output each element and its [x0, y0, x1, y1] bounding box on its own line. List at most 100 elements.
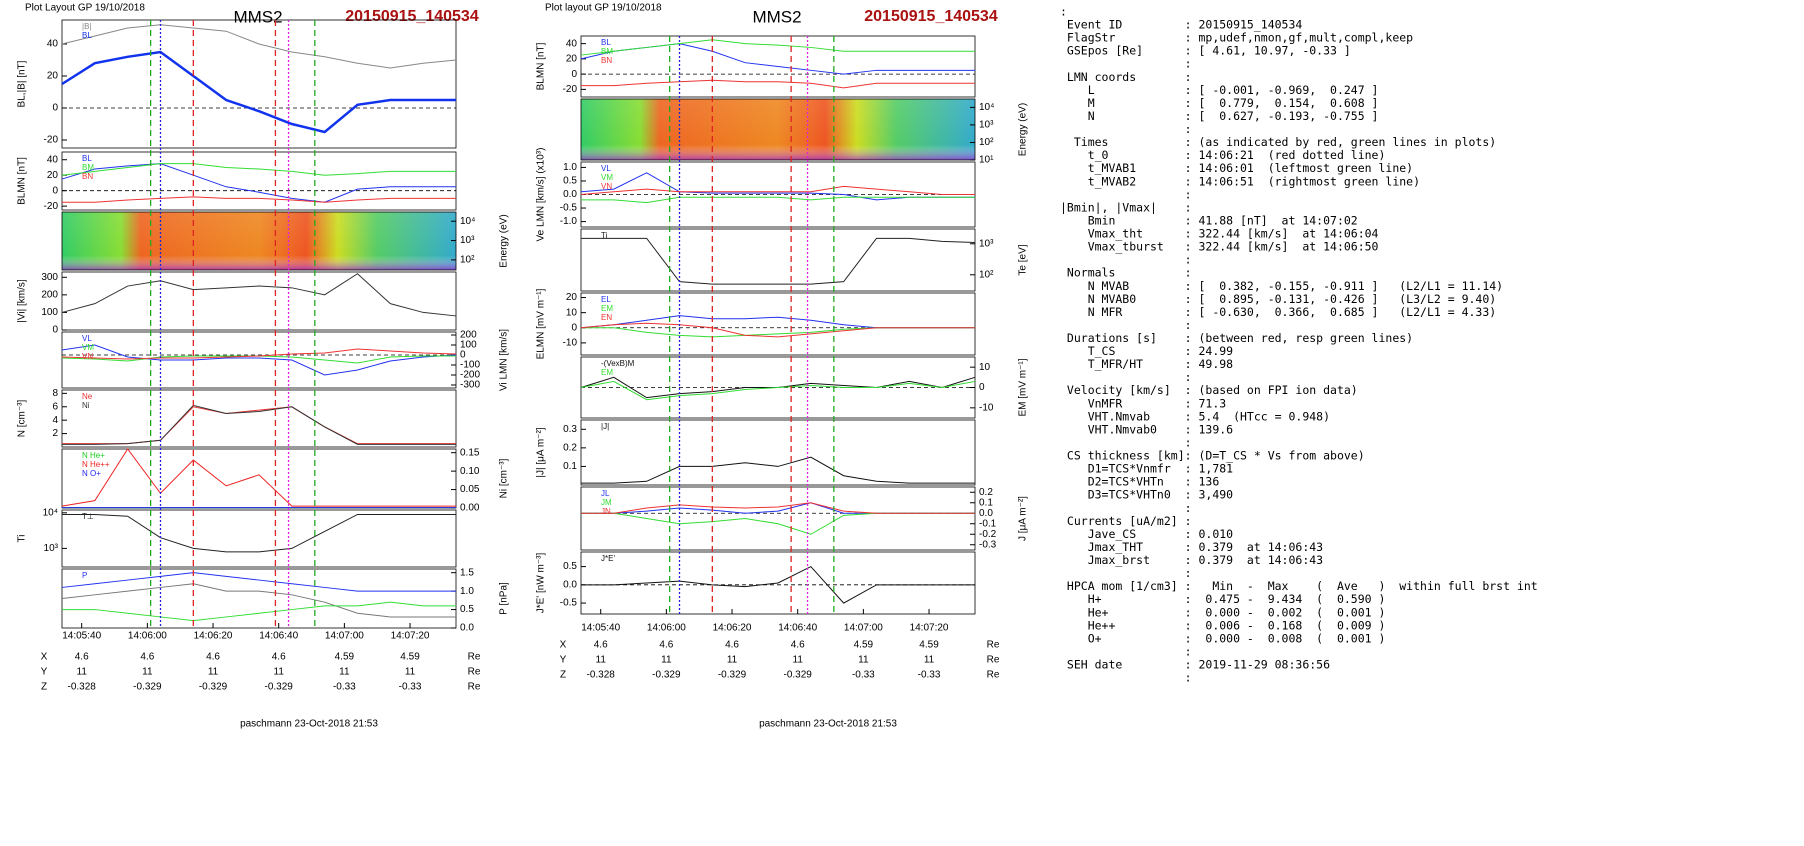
x-tick-label: 14:07:00: [844, 623, 883, 634]
position-unit: Re: [468, 667, 481, 678]
y-tick-label: 0.5: [563, 176, 577, 187]
x-tick-label: 14:07:00: [325, 631, 364, 642]
y-tick-label: 0.5: [460, 604, 474, 615]
x-tick-label: 14:05:40: [62, 631, 101, 642]
y-tick-label: 0.15: [460, 447, 480, 458]
y-tick-label: 200: [41, 289, 58, 300]
position-value: 11: [727, 655, 738, 666]
series-line: [62, 196, 456, 203]
y-tick-label: 0: [52, 325, 58, 336]
y-tick-label: 1.0: [460, 586, 474, 597]
series-line: [581, 502, 975, 514]
y-tick-label: 0.1: [979, 497, 993, 508]
y-tick-label: 40: [566, 38, 578, 49]
event-id: 20150915_140534: [864, 8, 998, 25]
series-line: [62, 601, 456, 622]
y-tick-label: 10¹: [979, 155, 994, 166]
position-value: 4.6: [272, 652, 286, 663]
y-tick-label: 20: [47, 170, 59, 181]
info-line: CS thickness [km]: (D=T_CS * Vs from abo…: [1060, 449, 1365, 463]
plot-header: Plot layout GP 19/10/2018: [545, 3, 662, 14]
legend-entry: EM: [601, 368, 613, 377]
legend-entry: BN: [82, 172, 93, 181]
legend-entry: Ne: [82, 392, 93, 401]
panel-frame: [580, 98, 976, 161]
position-value: -0.329: [784, 670, 813, 681]
position-value: -0.329: [133, 682, 162, 693]
plot-header: Plot Layout GP 19/10/2018: [25, 3, 145, 14]
info-line: D2=TCS*VHTn : 136: [1060, 475, 1219, 489]
position-value: 4.6: [725, 640, 739, 651]
y-tick-label: 200: [460, 330, 477, 341]
info-line: :: [1060, 644, 1192, 658]
spectrogram-shade: [62, 212, 456, 270]
legend-entry: BL: [601, 38, 611, 47]
info-line: Event ID : 20150915_140534: [1060, 18, 1302, 32]
position-value: 4.6: [206, 652, 220, 663]
y-axis-label: Ve LMN [km/s] (x10³): [536, 148, 547, 242]
series-line: [580, 39, 975, 56]
info-line: N : [ 0.627, -0.193, -0.755 ]: [1060, 109, 1379, 123]
y-tick-label: 40: [47, 154, 59, 165]
info-line: VHT.Nmvab0 : 139.6: [1060, 422, 1233, 436]
legend-entry: EM: [601, 304, 613, 313]
position-value: 11: [793, 655, 804, 666]
legend-entry: BL: [82, 154, 92, 163]
series-line: [61, 448, 456, 507]
y-tick-label: 10³: [979, 120, 994, 131]
info-line: :: [1060, 435, 1192, 449]
y-tick-label: 40: [47, 39, 59, 50]
y-tick-label: 10²: [979, 269, 994, 280]
y-axis-label: BLMN [nT]: [17, 157, 28, 205]
legend-entry: VN: [601, 182, 612, 191]
info-line: T_CS : 24.99: [1060, 344, 1233, 358]
x-tick-label: 14:07:20: [910, 623, 949, 634]
x-tick-label: 14:06:20: [194, 631, 233, 642]
info-line: L : [ -0.001, -0.969, 0.247 ]: [1060, 83, 1379, 97]
y-tick-label: 10⁴: [460, 216, 475, 227]
panel-frame: [580, 486, 976, 551]
y-tick-label: 10⁴: [43, 507, 58, 518]
y-tick-label: -300: [460, 380, 480, 391]
y-tick-label: 0.00: [460, 503, 480, 514]
y-axis-label: BLMN [nT]: [536, 42, 547, 90]
series-line: [580, 380, 976, 401]
info-line: GSEpos [Re] : [ 4.61, 10.97, -0.33 ]: [1060, 44, 1351, 58]
position-value: -0.329: [199, 682, 228, 693]
panel-frame: [61, 271, 457, 331]
y-tick-label: -10: [563, 338, 578, 349]
info-line: Jmax_brst : 0.379 at 14:06:43: [1060, 553, 1323, 567]
legend-entry: BM: [82, 163, 94, 172]
y-axis-label: Te [eV]: [1018, 244, 1029, 275]
series-line: [581, 79, 975, 89]
series-line: [581, 565, 975, 604]
info-line: :: [1060, 370, 1192, 384]
position-label: Z: [41, 682, 47, 693]
info-line: VHT.Nmvab : 5.4 (HTcc = 0.948): [1060, 409, 1330, 423]
series-line: [62, 513, 456, 553]
panel-frame: [61, 509, 457, 568]
y-axis-label: Ni [cm⁻³]: [499, 458, 510, 498]
y-tick-label: 20: [47, 71, 59, 82]
event-id: 20150915_140534: [345, 8, 479, 25]
position-value: 4.6: [140, 652, 154, 663]
info-line: T_MFR/HT : 49.98: [1060, 357, 1233, 371]
position-value: -0.33: [333, 682, 356, 693]
info-line: He++ : 0.006 - 0.168 ( 0.009 ): [1060, 618, 1385, 632]
y-axis-label: EM [mV m⁻¹]: [1018, 358, 1029, 416]
info-line: Normals :: [1060, 266, 1192, 280]
y-tick-label: 100: [41, 307, 58, 318]
panel-frame: [580, 419, 976, 486]
legend-entry: Ni: [82, 401, 90, 410]
info-line: HPCA mom [1/cm3] : Min - Max ( Ave ) wit…: [1060, 579, 1538, 593]
position-value: 4.6: [75, 652, 89, 663]
x-tick-label: 14:05:40: [581, 623, 620, 634]
position-label: Z: [560, 670, 566, 681]
plot-title: MMS2: [233, 7, 282, 26]
info-line: FlagStr : mp,udef,nmon,gf,mult,compl,kee…: [1060, 31, 1413, 45]
y-tick-label: 0.10: [460, 466, 480, 477]
position-unit: Re: [987, 670, 1000, 681]
panel-frame: [61, 331, 457, 389]
y-tick-label: -0.3: [979, 539, 997, 550]
y-axis-label: |Vi| [km/s]: [17, 279, 28, 323]
